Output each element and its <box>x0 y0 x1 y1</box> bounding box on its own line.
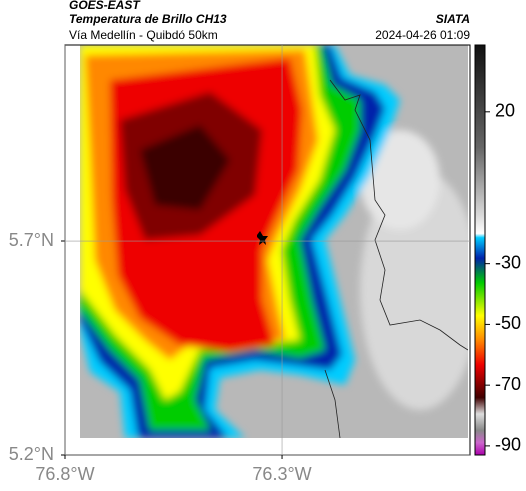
lon-tick-label: 76.8°W <box>35 464 94 484</box>
colorbar-tick-label: -50 <box>495 313 521 333</box>
colorbar-tick-label: -90 <box>495 435 521 455</box>
colorbar <box>474 44 486 456</box>
lon-tick-label: 76.3°W <box>252 464 311 484</box>
region: Vía Medellín - Quibdó 50km <box>69 28 218 42</box>
lat-tick-label: 5.2°N <box>9 444 54 464</box>
ticks: 5.7°N 5.2°N76.8°W 76.3°W 20 -30 -50 -70 -90 <box>9 45 521 484</box>
product: Temperatura de Brillo CH13 <box>69 12 227 26</box>
colorbar-tick-label: 20 <box>495 101 515 121</box>
map-image <box>65 45 470 455</box>
agency: SIATA <box>436 12 470 26</box>
border <box>324 369 341 438</box>
source: GOES-EAST <box>69 0 141 12</box>
colorbar-tick-label: -30 <box>495 252 521 272</box>
lat-tick-label: 5.7°N <box>9 230 54 250</box>
colorbar-tick-label: -70 <box>495 374 521 394</box>
border <box>329 79 468 351</box>
timestamp: 2024-04-26 01:09 <box>375 28 470 42</box>
location-marker <box>257 231 268 245</box>
